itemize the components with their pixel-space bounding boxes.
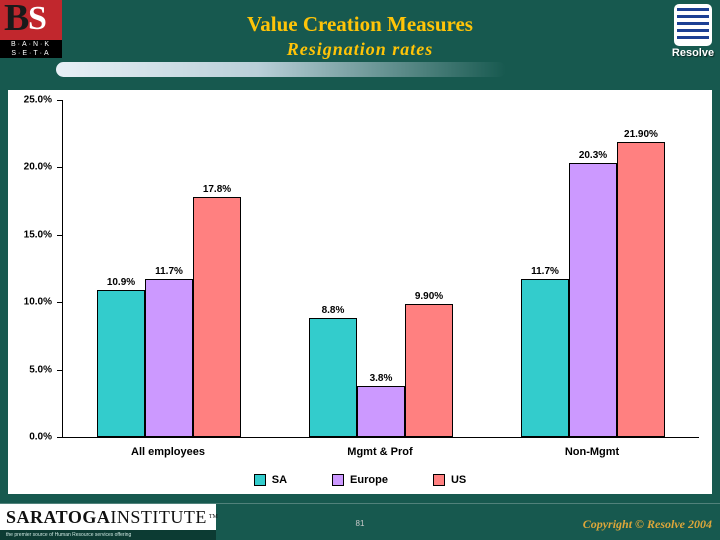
slide-title: Value Creation Measures xyxy=(247,12,473,36)
bar-sa-non-mgmt xyxy=(521,279,569,437)
saratoga-institute-logo: SARATOGA INSTITUTE TM xyxy=(0,504,218,530)
y-axis-tick-label: 0.0% xyxy=(29,431,52,443)
page-number: 81 xyxy=(355,519,365,528)
x-axis-label-mgmt-prof: Mgmt & Prof xyxy=(347,446,413,458)
bar-slot-europe-all-employees: 11.7% xyxy=(145,100,193,437)
x-axis-labels: All employees Mgmt & Prof Non-Mgmt xyxy=(62,446,698,458)
slide-header: Value Creation Measures Resignation rate… xyxy=(0,12,720,60)
bar-europe-non-mgmt xyxy=(569,163,617,437)
y-axis-tick-label: 10.0% xyxy=(23,296,52,308)
y-axis-tick-mark xyxy=(57,369,63,371)
y-axis-tick-label: 15.0% xyxy=(23,229,52,241)
legend-swatch-us xyxy=(432,474,445,486)
bank-seta-word-bank: B·A·N·K xyxy=(10,41,52,48)
y-axis-tick-label: 20.0% xyxy=(23,161,52,173)
legend-swatch-sa xyxy=(253,474,266,486)
bank-seta-word-seta: S·E·T·A xyxy=(11,50,51,57)
bar-us-non-mgmt xyxy=(617,141,665,437)
decorative-gradient-bar xyxy=(56,62,506,77)
bar-slot-sa-mgmt-prof: 8.8% xyxy=(309,100,357,437)
bar-value-label: 11.7% xyxy=(155,266,183,278)
bar-group-mgmt-prof: 8.8% 3.8% 9.90% xyxy=(275,100,487,437)
legend-item-us: US xyxy=(432,474,467,486)
bar-sa-all-employees xyxy=(97,290,145,437)
trademark-symbol: TM xyxy=(208,514,218,520)
resolve-stripes-icon xyxy=(677,8,709,42)
y-axis-tick-label: 25.0% xyxy=(23,94,52,106)
bank-seta-letter-b: B xyxy=(4,0,30,39)
legend-item-sa: SA xyxy=(253,474,288,486)
resolve-icon xyxy=(674,4,712,46)
legend-item-europe: Europe xyxy=(332,474,388,486)
bar-slot-europe-mgmt-prof: 3.8% xyxy=(357,100,405,437)
bank-seta-logo: B S B·A·N·K S·E·T·A xyxy=(0,0,62,58)
legend-label: Europe xyxy=(350,474,388,486)
bar-slot-us-non-mgmt: 21.90% xyxy=(617,100,665,437)
resignation-rates-chart: 25.0% 20.0% 15.0% 10.0% 5.0% 0.0% 10.9% 11.7% 1… xyxy=(8,90,712,494)
bar-value-label: 17.8% xyxy=(202,184,232,196)
resolve-logo: Resolve xyxy=(670,4,716,59)
chart-legend: SA Europe US xyxy=(8,474,712,486)
bar-sa-mgmt-prof xyxy=(309,318,357,437)
x-axis-label-all-employees: All employees xyxy=(131,446,205,458)
saratoga-tagline: the premier source of Human Resource ser… xyxy=(0,530,216,540)
bar-group-all-employees: 10.9% 11.7% 17.8% xyxy=(63,100,275,437)
y-axis-tick-mark xyxy=(57,167,63,169)
legend-label: SA xyxy=(271,474,288,486)
bar-value-label: 3.8% xyxy=(369,372,393,384)
bar-slot-europe-non-mgmt: 20.3% xyxy=(569,100,617,437)
plot-area: 10.9% 11.7% 17.8% 8.8% 3.8% 9.90% 11.7% 20.3% 21… xyxy=(57,100,699,438)
bar-value-label: 11.7% xyxy=(531,266,559,278)
slide-subtitle: Resignation rates xyxy=(286,39,434,59)
y-axis: 25.0% 20.0% 15.0% 10.0% 5.0% 0.0% xyxy=(8,95,58,443)
saratoga-name: SARATOGA xyxy=(6,506,111,527)
bar-europe-mgmt-prof xyxy=(357,385,405,437)
y-axis-tick-mark xyxy=(57,234,63,236)
y-axis-tick-mark xyxy=(57,437,63,438)
footer-divider xyxy=(0,503,720,504)
bar-slot-sa-all-employees: 10.9% xyxy=(97,100,145,437)
copyright-notice: Copyright © Resolve 2004 xyxy=(582,517,712,531)
bar-slot-us-mgmt-prof: 9.90% xyxy=(405,100,453,437)
y-axis-tick-label: 5.0% xyxy=(29,364,52,376)
bar-slot-sa-non-mgmt: 11.7% xyxy=(521,100,569,437)
bar-us-all-employees xyxy=(193,197,241,437)
bar-value-label: 9.90% xyxy=(414,290,444,302)
bar-us-mgmt-prof xyxy=(405,303,453,437)
bank-seta-letter-s: S xyxy=(28,0,47,37)
legend-label: US xyxy=(450,474,467,486)
x-axis-label-non-mgmt: Non-Mgmt xyxy=(564,446,620,458)
bar-group-non-mgmt: 11.7% 20.3% 21.90% xyxy=(487,100,699,437)
bar-value-label: 8.8% xyxy=(321,305,345,317)
bar-value-label: 10.9% xyxy=(106,277,136,289)
institute-name: INSTITUTE xyxy=(110,506,207,527)
resolve-label: Resolve xyxy=(671,47,715,59)
y-axis-tick-mark xyxy=(57,302,63,304)
bar-slot-us-all-employees: 17.8% xyxy=(193,100,241,437)
bank-seta-monogram: B S xyxy=(0,0,62,40)
bar-value-label: 20.3% xyxy=(578,150,608,162)
bar-europe-all-employees xyxy=(145,279,193,437)
bar-value-label: 21.90% xyxy=(624,128,658,140)
y-axis-tick-mark xyxy=(57,100,63,101)
legend-swatch-europe xyxy=(332,474,345,486)
